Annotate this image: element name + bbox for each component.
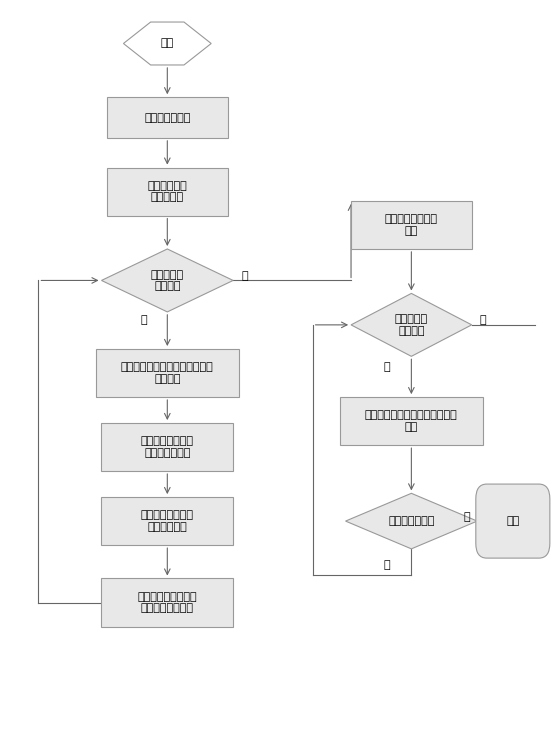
Text: 确定各个进程
相应的权值: 确定各个进程 相应的权值 — [147, 181, 187, 202]
FancyBboxPatch shape — [101, 578, 233, 627]
Text: 结束: 结束 — [506, 516, 520, 526]
Text: 否: 否 — [383, 560, 390, 570]
Text: 评估该蜕变关系各
个进程检错能力: 评估该蜕变关系各 个进程检错能力 — [141, 436, 194, 458]
Text: 评估该蜕变关系的
程序检错能力: 评估该蜕变关系的 程序检错能力 — [141, 510, 194, 532]
Text: 从蜕变关系集中选择一个蜕变关
系并移除: 从蜕变关系集中选择一个蜕变关 系并移除 — [121, 363, 214, 383]
Text: 蜕变关系再次构成
集合: 蜕变关系再次构成 集合 — [385, 214, 438, 236]
Text: 蜕变关系集
是否为空: 蜕变关系集 是否为空 — [151, 269, 184, 291]
Text: 否: 否 — [383, 362, 390, 372]
FancyBboxPatch shape — [101, 423, 233, 471]
Text: 选择优先级最高的蜕变关系检测
程序: 选择优先级最高的蜕变关系检测 程序 — [365, 410, 458, 432]
Text: 是: 是 — [242, 271, 248, 281]
FancyBboxPatch shape — [476, 484, 550, 558]
Text: 蜕变关系集
是否为空: 蜕变关系集 是否为空 — [395, 314, 428, 336]
Text: 是: 是 — [464, 513, 470, 522]
Text: 开始: 开始 — [161, 39, 174, 48]
FancyBboxPatch shape — [96, 349, 239, 397]
FancyBboxPatch shape — [351, 201, 471, 249]
Polygon shape — [351, 293, 471, 357]
Polygon shape — [101, 249, 233, 312]
FancyBboxPatch shape — [340, 397, 483, 445]
Text: 是否检测出错误: 是否检测出错误 — [388, 516, 434, 526]
FancyBboxPatch shape — [107, 168, 228, 216]
Polygon shape — [124, 22, 211, 65]
Text: 是: 是 — [480, 316, 486, 325]
Text: 否: 否 — [141, 316, 147, 325]
Polygon shape — [346, 493, 477, 549]
Text: 确定其在已取出的蜕
变关系中的优先级: 确定其在已取出的蜕 变关系中的优先级 — [137, 592, 197, 613]
FancyBboxPatch shape — [107, 97, 228, 138]
Text: 构造蜕变关系集: 构造蜕变关系集 — [144, 113, 191, 122]
FancyBboxPatch shape — [101, 497, 233, 545]
